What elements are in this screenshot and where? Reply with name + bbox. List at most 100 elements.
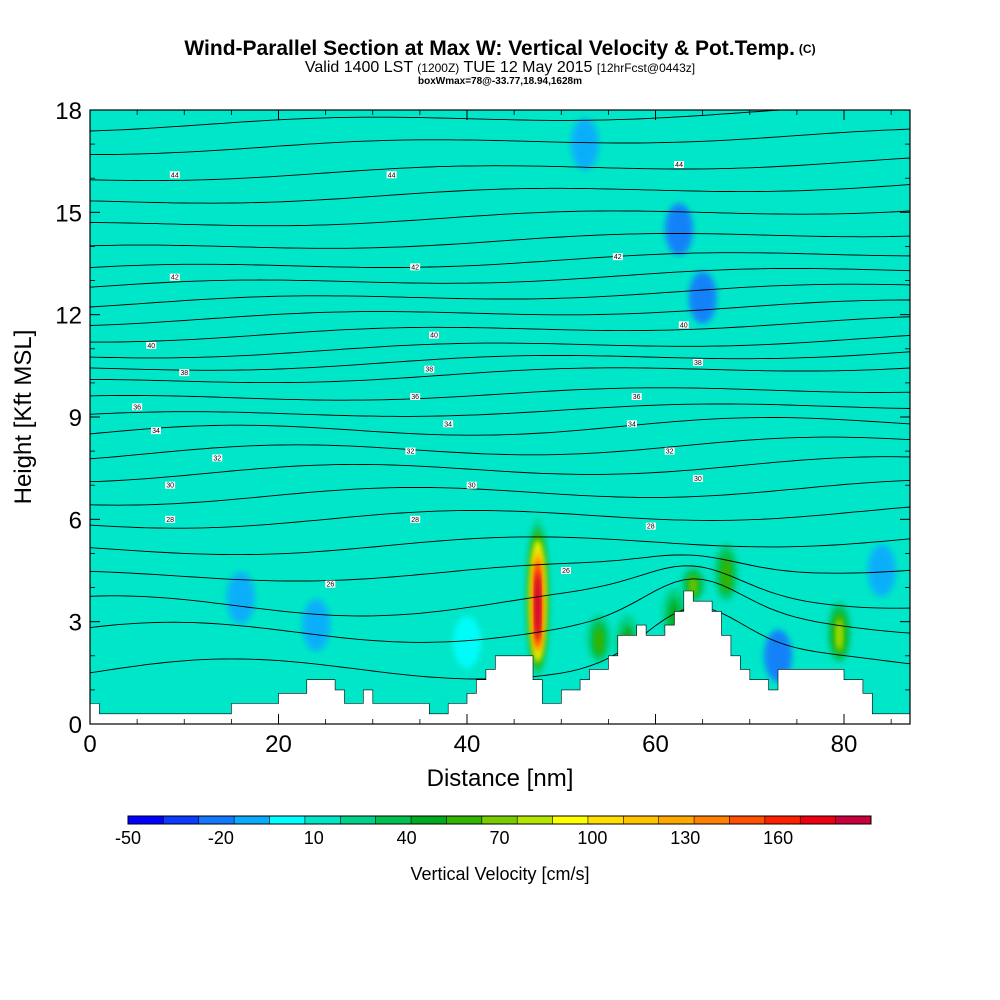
isentrope-label-box xyxy=(429,331,440,339)
isentrope-label-box xyxy=(674,161,685,169)
isentrope-label: 44 xyxy=(169,171,180,179)
isentrope-line xyxy=(90,268,910,288)
isentrope-label-text: 40 xyxy=(430,333,438,340)
isentrope-label: 40 xyxy=(146,341,157,350)
isentrope-label: 30 xyxy=(165,481,176,490)
downdraft-region xyxy=(302,599,331,652)
isentrope-label: 36 xyxy=(631,393,642,401)
updraft-region xyxy=(723,559,730,590)
colorbar-tick-label: 130 xyxy=(670,828,700,848)
isentrope-label-box xyxy=(631,393,642,401)
isentrope-label: 44 xyxy=(386,171,397,179)
downdraft-region xyxy=(226,571,255,624)
updraft-region xyxy=(595,627,603,654)
isentrope-line xyxy=(90,565,910,617)
isentrope-label-box xyxy=(165,481,176,489)
isentrope-label: 32 xyxy=(664,447,675,456)
chart-title-text: Wind-Parallel Section at Max W: Vertical… xyxy=(184,37,795,60)
colorbar-segment xyxy=(198,816,235,824)
isentrope-label: 42 xyxy=(410,263,421,271)
isentrope-label-text: 42 xyxy=(614,254,622,261)
x-tick-label: 20 xyxy=(265,731,292,758)
isentrope-label-text: 34 xyxy=(628,421,636,428)
isentrope-label: 28 xyxy=(645,522,656,531)
colorbar-segment xyxy=(517,816,554,824)
y-tick-label: 0 xyxy=(69,712,82,739)
isentrope-label-text: 28 xyxy=(166,517,174,524)
colorbar-tick-label: 40 xyxy=(397,828,417,848)
x-tick-label: 40 xyxy=(454,731,481,758)
isentrope-label-box xyxy=(612,253,623,261)
isentrope-line xyxy=(90,554,910,582)
colorbar-segment xyxy=(800,816,837,824)
downdraft-region xyxy=(764,629,793,682)
isentrope-line xyxy=(90,157,910,182)
downdraft-region xyxy=(867,544,896,597)
isentrope-label: 30 xyxy=(466,481,477,490)
isentrope-label: 40 xyxy=(678,321,689,329)
y-tick-label: 3 xyxy=(69,610,82,637)
isentrope-label: 40 xyxy=(429,331,440,340)
isentrope-label: 36 xyxy=(410,393,421,401)
isentrope-label-text: 28 xyxy=(411,517,419,524)
isentrope-label: 30 xyxy=(692,474,703,483)
isentrope-label-box xyxy=(410,515,421,523)
isentrope-label-text: 34 xyxy=(152,428,160,435)
colorbar-segment xyxy=(340,816,377,824)
isentrope-label-text: 30 xyxy=(694,476,702,483)
colorbar-segment xyxy=(128,816,164,824)
isentrope-line xyxy=(90,252,910,269)
isentrope-label-text: 36 xyxy=(133,404,141,411)
isentrope-label-box xyxy=(165,515,176,523)
colorbar-segment xyxy=(375,816,412,824)
y-tick-label: 18 xyxy=(55,98,82,125)
isentrope-label: 32 xyxy=(405,447,416,456)
isentrope-label: 34 xyxy=(443,420,454,428)
subtitle-valid: Valid 1400 LST xyxy=(304,59,413,76)
isentrope-label-box xyxy=(405,447,416,455)
colorbar-segment xyxy=(658,816,695,824)
isentrope-line xyxy=(90,578,910,643)
isentrope-label-text: 42 xyxy=(411,264,419,271)
colorbar-segment xyxy=(163,816,200,824)
isentrope-label-text: 32 xyxy=(407,449,415,456)
isentrope-line xyxy=(90,233,910,249)
colorbar-segment xyxy=(411,816,447,824)
y-axis-label: Height [Kft MSL] xyxy=(10,329,37,505)
isentrope-label-box xyxy=(410,393,421,401)
isentrope-label: 44 xyxy=(674,161,685,169)
downdraft-region xyxy=(570,118,599,171)
isentrope-label: 42 xyxy=(612,253,623,261)
isentrope-label: 26 xyxy=(560,567,571,575)
colorbar-tick-label: -50 xyxy=(115,828,141,848)
isentrope-line xyxy=(90,316,910,343)
isentrope-label-box xyxy=(386,171,397,179)
isentrope-line xyxy=(90,387,910,401)
isentrope-label-text: 42 xyxy=(171,275,179,282)
isentrope-label: 42 xyxy=(169,273,180,282)
isentrope-line xyxy=(90,506,910,529)
isentrope-label-text: 38 xyxy=(425,367,433,374)
isentrope-line xyxy=(90,299,910,326)
isentrope-line xyxy=(90,536,910,556)
colorbar: -50 -20 10 40 70 100 130 160 xyxy=(115,815,872,848)
downdraft-region xyxy=(688,271,717,324)
isentrope-label-text: 32 xyxy=(213,455,221,462)
isentrope-line xyxy=(90,283,910,308)
isentrope-label: 34 xyxy=(150,427,161,435)
isentrope-label-text: 26 xyxy=(562,568,570,575)
colorbar-tick-label: 100 xyxy=(577,828,607,848)
colorbar-segment xyxy=(234,816,271,824)
updraft-region xyxy=(690,577,696,595)
isentrope-line xyxy=(90,403,910,417)
y-tick-label: 9 xyxy=(69,405,82,432)
x-tick-label: 60 xyxy=(642,731,669,758)
isentrope-line xyxy=(90,367,910,384)
isentrope-label-box xyxy=(443,420,454,428)
isentrope-label-box xyxy=(424,365,435,373)
isentrope-label: 34 xyxy=(626,420,637,428)
isentrope-label-box xyxy=(466,481,477,489)
isentrope-label-box xyxy=(132,403,143,411)
colorbar-segment xyxy=(623,816,660,824)
